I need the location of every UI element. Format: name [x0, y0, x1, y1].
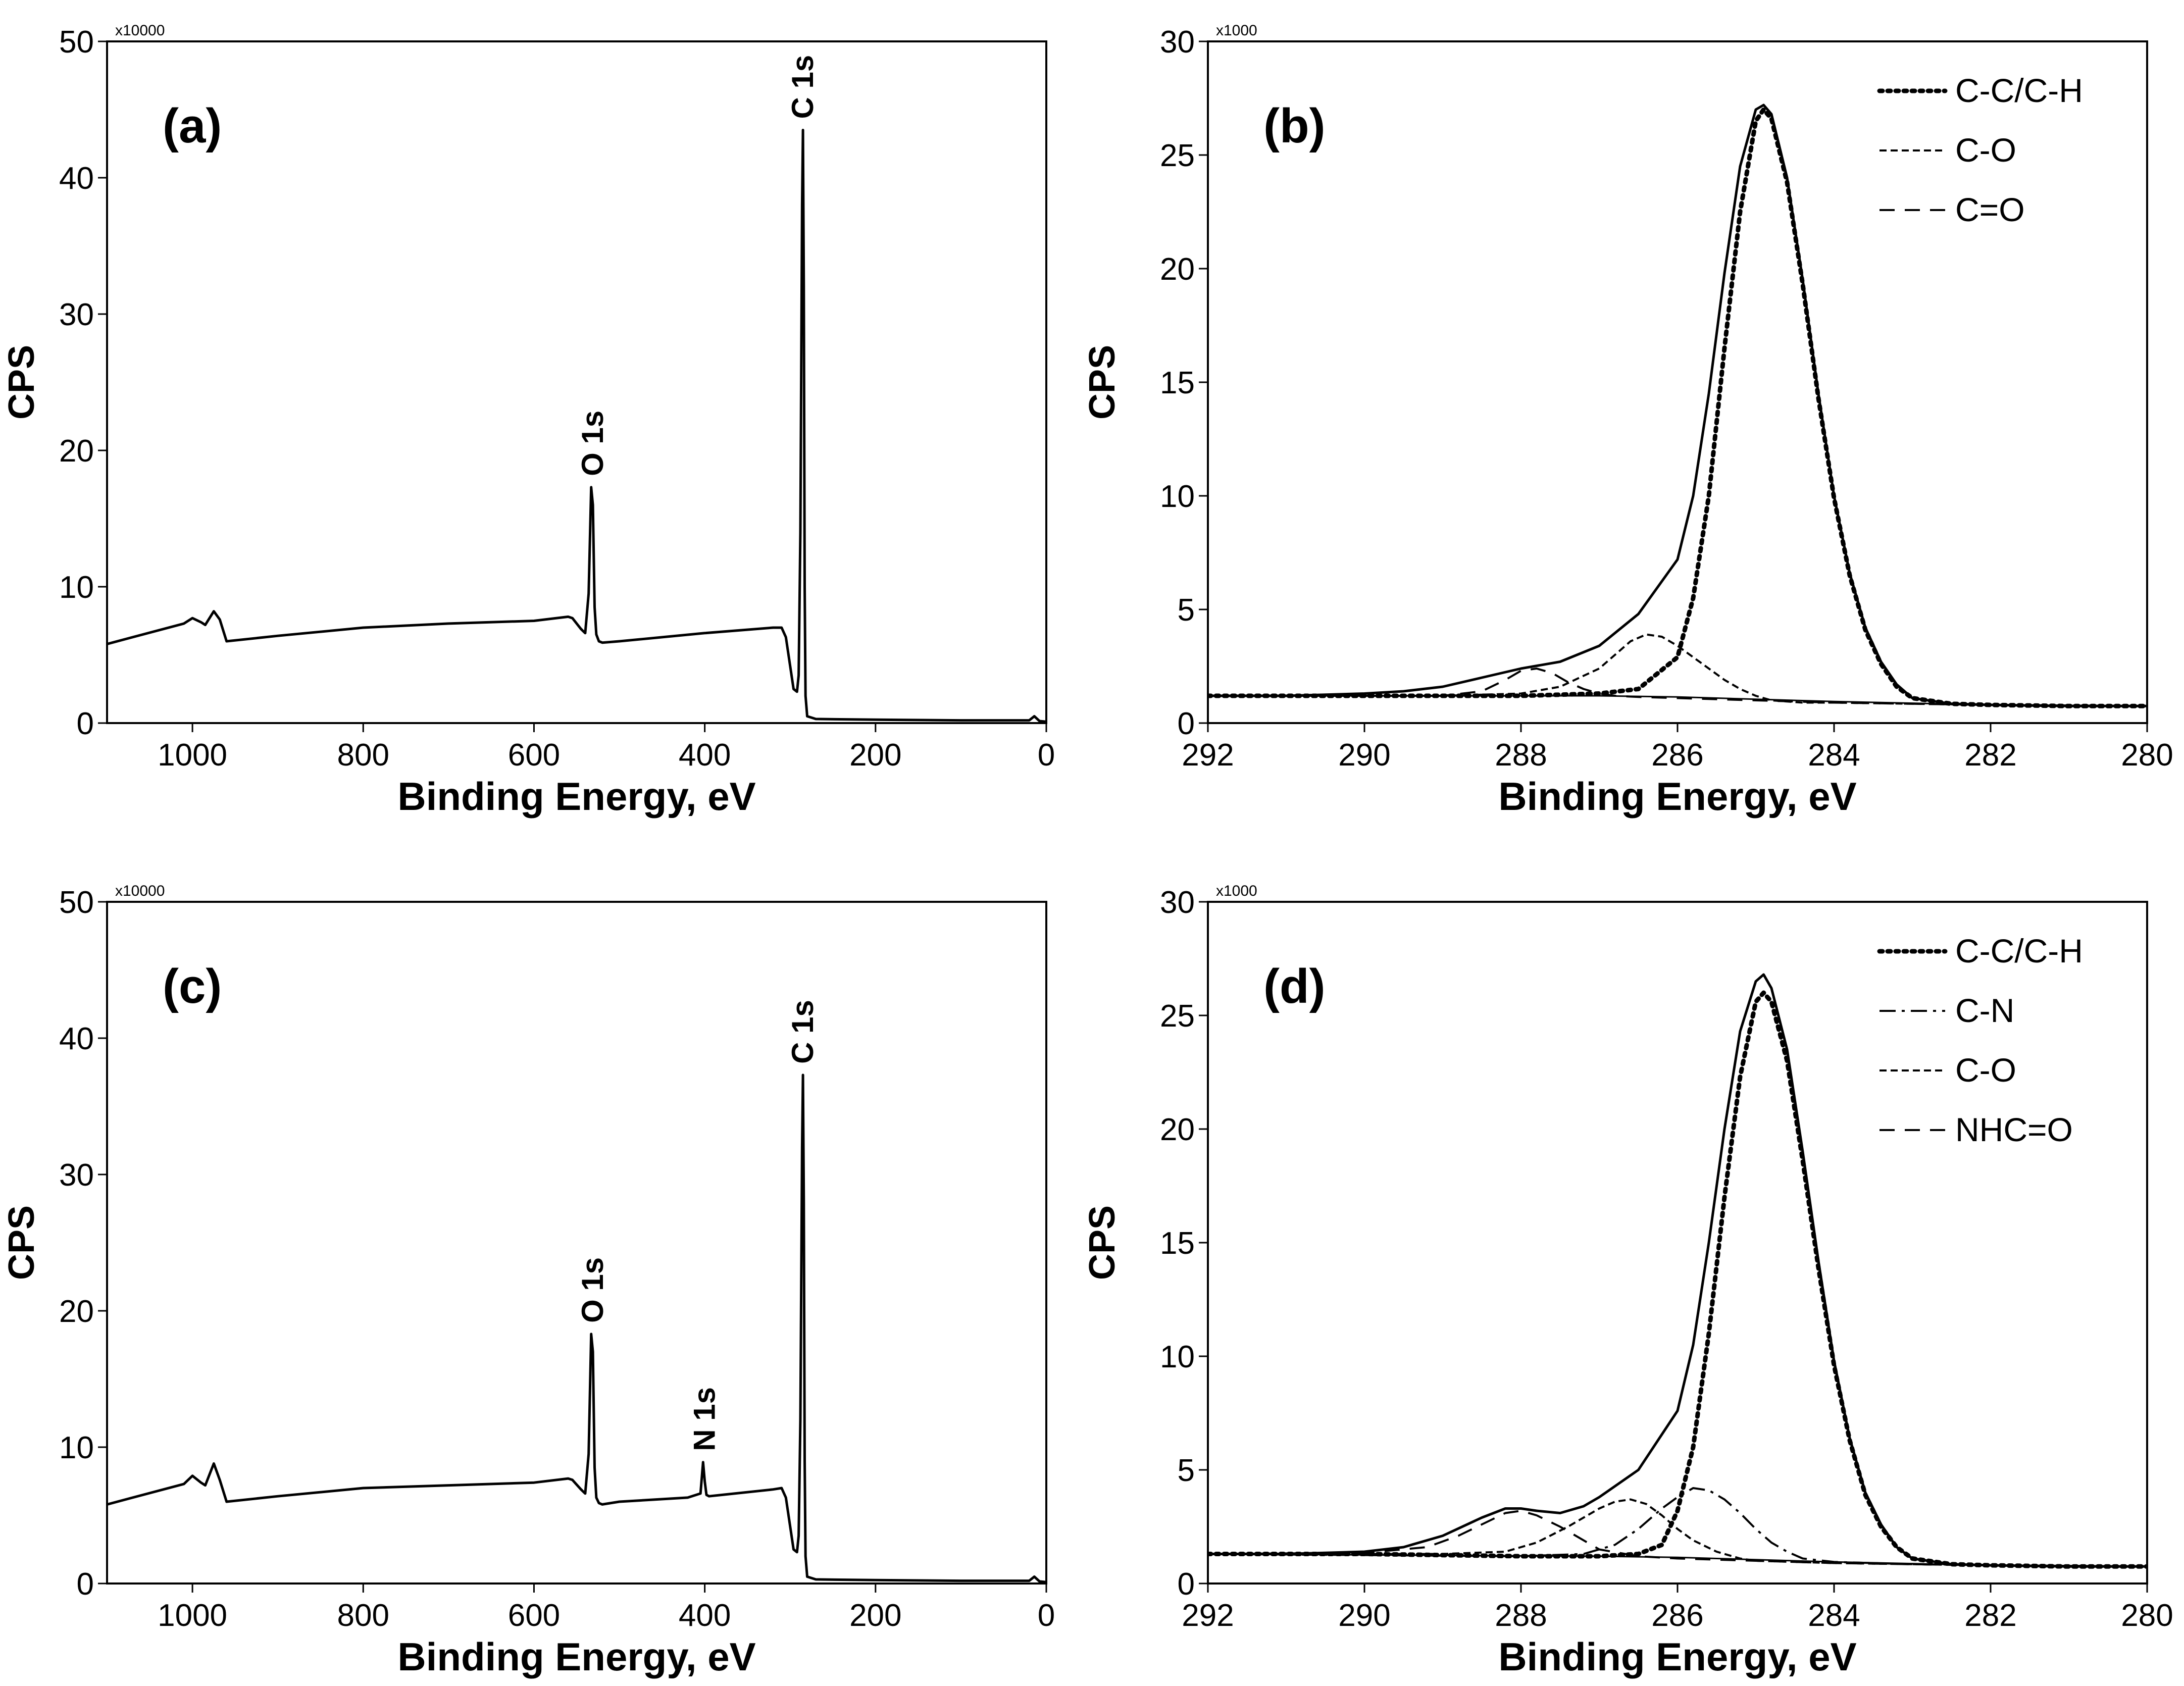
x-tick-label: 800 [337, 1598, 389, 1633]
y-tick-label: 5 [1178, 593, 1195, 628]
y-multiplier-label: x10000 [115, 22, 165, 39]
y-tick-label: 25 [1160, 138, 1195, 173]
legend-label: C-O [1955, 131, 2016, 169]
series-line-c-o [1208, 633, 2147, 707]
plot-frame [106, 40, 1047, 724]
y-tick-label: 40 [59, 1021, 94, 1056]
y-tick-label: 15 [1160, 1226, 1195, 1261]
x-tick-label: 286 [1651, 738, 1703, 773]
x-axis-title: Binding Energy, eV [397, 1634, 755, 1679]
x-tick-label: 284 [1808, 1598, 1860, 1633]
x-tick-label: 280 [2121, 1598, 2173, 1633]
series-line-background [1208, 695, 2147, 707]
x-tick-label: 800 [337, 738, 389, 773]
series-line-c-c-c-h [1208, 990, 2147, 1569]
legend-label: C-N [1955, 992, 2014, 1029]
x-tick-label: 400 [679, 738, 731, 773]
y-tick-label: 0 [1178, 706, 1195, 741]
series-line-survey [107, 129, 1046, 723]
peak-label: C 1s [786, 55, 820, 119]
series-line-background [1208, 1553, 2147, 1567]
x-tick-label: 282 [1964, 1598, 2016, 1633]
x-tick-label: 1000 [158, 738, 227, 773]
x-tick-label: 288 [1495, 1598, 1547, 1633]
series-line-c-o [1208, 668, 2147, 707]
x-tick-label: 400 [679, 1598, 731, 1633]
x-tick-label: 280 [2121, 738, 2173, 773]
y-axis-title: CPS [2, 1205, 42, 1280]
y-axis-title: CPS [2, 345, 42, 420]
chart-panel-4: 292 290 288 286 284 282 280 0 5 10 15 20 25 30 x1000 Bi… [1082, 883, 2173, 1679]
y-tick-label: 30 [1160, 885, 1195, 920]
y-multiplier-label: x10000 [115, 883, 165, 899]
panel-label: (b) [1263, 99, 1326, 153]
y-tick-label: 20 [1160, 252, 1195, 287]
y-tick-label: 50 [59, 25, 94, 60]
panel-label: (a) [163, 99, 222, 153]
y-tick-label: 20 [59, 434, 94, 469]
peak-label: O 1s [576, 1257, 610, 1323]
x-tick-label: 292 [1182, 738, 1234, 773]
y-tick-label: 10 [1160, 1340, 1195, 1374]
x-tick-label: 290 [1338, 1598, 1390, 1633]
y-tick-label: 50 [59, 885, 94, 920]
y-tick-label: 10 [59, 1430, 94, 1465]
legend-label: C-C/C-H [1955, 72, 2083, 109]
x-tick-label: 290 [1338, 738, 1390, 773]
series-line-survey [107, 1074, 1046, 1583]
x-tick-label: 292 [1182, 1598, 1234, 1633]
chart-panel-1: 1000 800 600 400 200 0 0 10 20 30 40 50 x10000 Bindin… [2, 22, 1055, 819]
y-tick-label: 0 [77, 706, 94, 741]
x-tick-label: 600 [508, 738, 560, 773]
series-line-c-c-c-h [1208, 107, 2147, 708]
panel-label: (d) [1263, 959, 1326, 1013]
y-tick-label: 30 [1160, 25, 1195, 60]
y-multiplier-label: x1000 [1216, 22, 1257, 39]
x-tick-label: 600 [508, 1598, 560, 1633]
x-tick-label: 0 [1038, 738, 1055, 773]
x-tick-label: 200 [849, 738, 901, 773]
y-tick-label: 20 [1160, 1112, 1195, 1147]
x-axis-title: Binding Energy, eV [1498, 774, 1856, 819]
legend-label: C-O [1955, 1051, 2016, 1089]
x-tick-label: 0 [1038, 1598, 1055, 1633]
y-multiplier-label: x1000 [1216, 883, 1257, 899]
x-tick-label: 284 [1808, 738, 1860, 773]
y-tick-label: 0 [77, 1567, 94, 1602]
panel-label: (c) [163, 959, 222, 1013]
x-axis-title: Binding Energy, eV [1498, 1634, 1856, 1679]
chart-panel-3: 1000 800 600 400 200 0 0 10 20 30 40 50 x10000 Bindin… [2, 883, 1055, 1679]
y-tick-label: 40 [59, 161, 94, 196]
legend-label: NHC=O [1955, 1111, 2073, 1148]
x-tick-label: 286 [1651, 1598, 1703, 1633]
y-tick-label: 20 [59, 1294, 94, 1329]
peak-label: N 1s [688, 1387, 722, 1451]
x-axis-title: Binding Energy, eV [397, 774, 755, 819]
y-tick-label: 30 [59, 297, 94, 332]
y-tick-label: 10 [59, 570, 94, 605]
series-line-nhc-o [1208, 1510, 2147, 1568]
x-tick-label: 288 [1495, 738, 1547, 773]
x-tick-label: 1000 [158, 1598, 227, 1633]
peak-label: C 1s [786, 1000, 820, 1064]
y-axis-title: CPS [1082, 345, 1123, 420]
chart-panel-2: 292 290 288 286 284 282 280 0 5 10 15 20 25 30 x1000 Bi… [1082, 22, 2173, 819]
y-tick-label: 0 [1178, 1567, 1195, 1602]
x-tick-label: 200 [849, 1598, 901, 1633]
peak-label: O 1s [576, 411, 610, 476]
legend-label: C=O [1955, 191, 2025, 228]
y-axis-title: CPS [1082, 1205, 1123, 1280]
x-tick-label: 282 [1964, 738, 2016, 773]
y-tick-label: 15 [1160, 366, 1195, 400]
plot-frame [106, 901, 1047, 1585]
y-tick-label: 30 [59, 1158, 94, 1193]
legend-label: C-C/C-H [1955, 932, 2083, 969]
y-tick-label: 10 [1160, 479, 1195, 514]
y-tick-label: 5 [1178, 1453, 1195, 1488]
y-tick-label: 25 [1160, 999, 1195, 1034]
